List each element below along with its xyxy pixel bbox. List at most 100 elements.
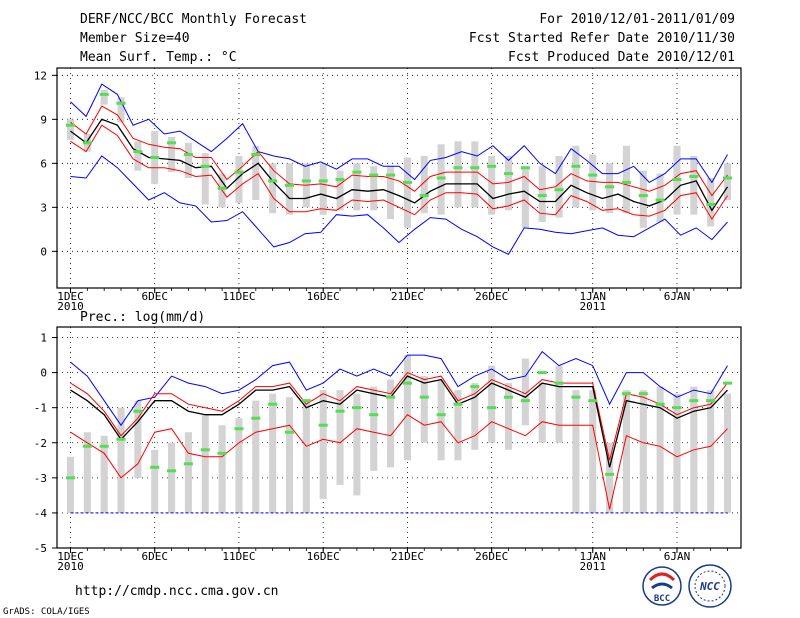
precip-box: [168, 442, 176, 513]
precip-box: [117, 407, 125, 513]
precip-box: [538, 383, 546, 443]
bcc-logo-text: BCC: [654, 594, 670, 604]
temp-box: [319, 163, 327, 215]
precip-box: [555, 365, 563, 443]
precip-box: [589, 390, 597, 513]
temp-box: [134, 141, 142, 171]
precip-box: [83, 432, 91, 513]
precip-box: [723, 393, 732, 513]
temp-box: [639, 170, 647, 228]
temp-xtick-label: 1DEC: [57, 290, 84, 303]
temp-box: [100, 90, 108, 105]
temperature-grid: [57, 68, 741, 288]
precip-box: [252, 400, 260, 513]
precip-upper-line: [70, 371, 728, 461]
precip-box: [606, 442, 614, 513]
precip-box: [184, 432, 192, 513]
precip-boxes: [66, 355, 732, 513]
temp-box: [336, 170, 344, 211]
bcc-logo: BCC: [642, 566, 682, 606]
temp-xtick-label: 11DEC: [222, 290, 255, 303]
temp-box: [572, 145, 580, 208]
precip-box: [218, 425, 226, 513]
precip-xtick-label: 21DEC: [391, 550, 424, 563]
temp-ytick-label: 6: [40, 157, 47, 170]
precip-box: [471, 383, 479, 450]
precip-xtick-label: 1JAN: [579, 550, 606, 563]
temperature-medians: [65, 92, 733, 206]
precip-lines: [70, 350, 728, 514]
temp-box: [454, 141, 462, 208]
header-for-range: For 2010/12/01-2011/01/09: [539, 12, 735, 27]
temp-box: [184, 142, 192, 178]
ncc-logo: NCC: [688, 564, 732, 608]
temp-box: [555, 156, 563, 218]
temp-xtick-sublabel: 2010: [57, 300, 84, 313]
precip-xtick-sublabel: 2011: [579, 560, 606, 573]
temp-xtick-label: 6DEC: [141, 290, 168, 303]
ncc-logo-text: NCC: [699, 580, 720, 593]
temp-box: [622, 145, 630, 214]
precip-box: [235, 418, 243, 513]
precip-box: [622, 390, 630, 513]
temp-box: [471, 141, 479, 208]
temp-box: [117, 97, 125, 123]
temperature-frame: [56, 67, 742, 289]
temp-upper-line: [70, 105, 728, 197]
precip-ytick-label: 1: [40, 332, 47, 345]
temp-box: [521, 167, 529, 228]
temp-box: [353, 163, 361, 211]
precip-xtick-sublabel: 2010: [57, 560, 84, 573]
header-variable: Mean Surf. Temp.: °C: [80, 50, 237, 65]
temp-ytick-label: 0: [40, 245, 47, 258]
precip-box: [285, 397, 294, 513]
header-title: DERF/NCC/BCC Monthly Forecast: [80, 12, 307, 27]
temp-xtick-sublabel: 2011: [579, 300, 606, 313]
precip-ytick-label: -4: [34, 507, 48, 520]
precip-xtick-label: 11DEC: [222, 550, 255, 563]
temp-xtick-label: 26DEC: [475, 290, 508, 303]
precip-box: [521, 358, 529, 426]
temp-box: [723, 163, 732, 200]
temp-ytick-label: 9: [40, 113, 47, 126]
temp-box: [370, 166, 378, 211]
precip-ytick-label: -2: [34, 437, 47, 450]
footer-grads: GrADS: COLA/IGES: [3, 607, 90, 617]
temp-max-line: [70, 83, 728, 184]
precip-box: [707, 390, 715, 513]
temp-box: [504, 156, 513, 211]
precip-box: [151, 449, 159, 513]
footer-url[interactable]: http://cmdp.ncc.cma.gov.cn: [75, 584, 279, 599]
precip-box: [336, 390, 344, 485]
temp-box: [201, 153, 209, 205]
precip-box: [572, 390, 580, 513]
temp-box: [235, 156, 243, 203]
header-member-size: Member Size=40: [80, 31, 190, 46]
precip-box: [437, 379, 445, 461]
precip-mean-line: [70, 375, 728, 468]
temperature-lines: [70, 83, 729, 255]
header-fcst-started: Fcst Started Refer Date 2010/11/30: [469, 31, 735, 46]
temp-box: [168, 136, 176, 173]
precip-box: [100, 435, 108, 513]
precip-ytick-label: -3: [34, 472, 47, 485]
temp-mean-line: [70, 118, 729, 212]
precip-box: [639, 390, 647, 513]
precip-box: [488, 365, 496, 443]
precip-xtick-label: 26DEC: [475, 550, 508, 563]
temp-xtick-label: 1JAN: [579, 290, 606, 303]
temp-ytick-label: 12: [34, 69, 47, 82]
precip-medians: [65, 371, 733, 480]
precip-lower-line: [70, 414, 728, 510]
precip-box: [454, 390, 462, 461]
temp-box: [252, 145, 260, 200]
temp-box: [690, 156, 698, 215]
precip-xtick-label: 1DEC: [57, 550, 84, 563]
temp-xtick-label: 6JAN: [664, 290, 691, 303]
precip-box: [319, 390, 327, 499]
